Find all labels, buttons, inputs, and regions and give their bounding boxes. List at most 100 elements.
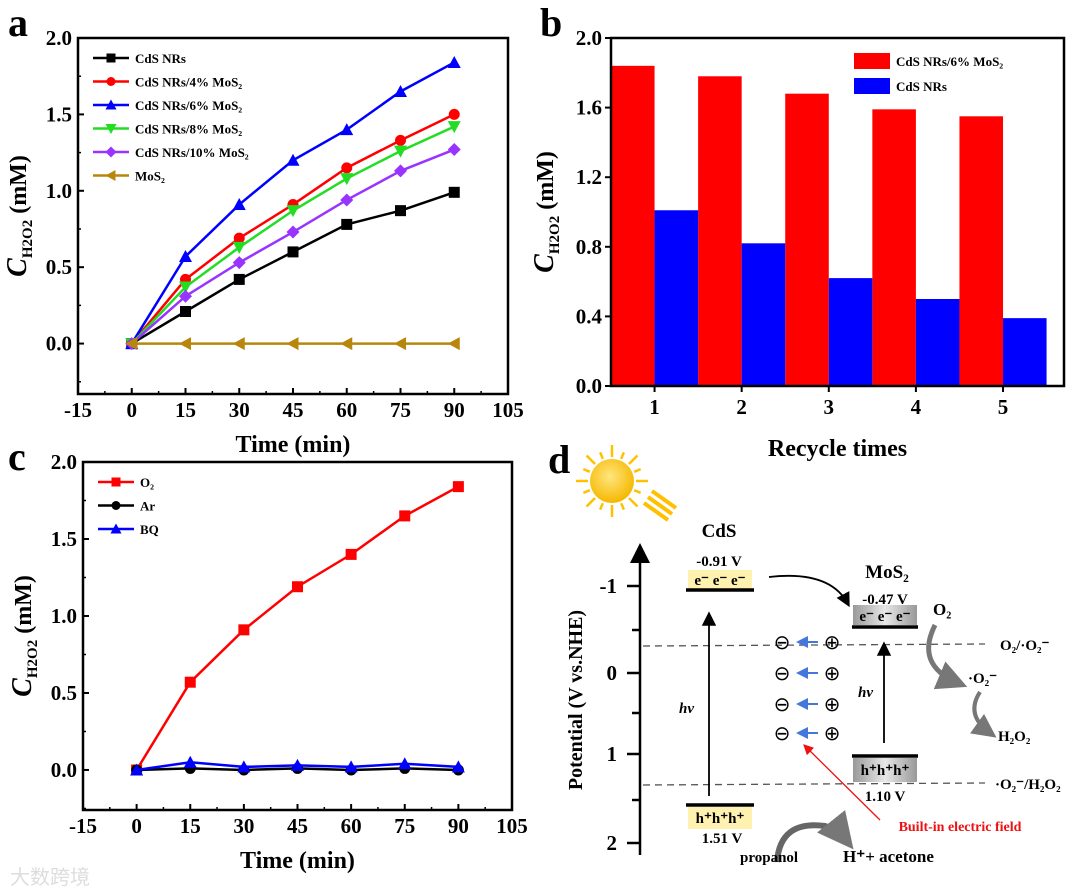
legend-entry: CdS NRs/10% MoS₂ xyxy=(93,145,249,160)
y-label-subscript: H2O2 xyxy=(547,216,563,254)
cds-vb-band xyxy=(688,807,752,829)
x-tick-label: 1 xyxy=(649,395,660,419)
y-tick-label: 0.0 xyxy=(51,758,77,782)
data-point-square xyxy=(341,218,353,230)
sun-ray xyxy=(585,454,596,465)
data-point-triangle-up xyxy=(398,757,412,770)
x-tick-label: 90 xyxy=(444,398,465,422)
cds-electrons: e⁻ e⁻ e⁻ xyxy=(694,573,745,589)
sun-ray xyxy=(620,502,626,511)
built-in-field-label: Built-in electric field xyxy=(899,820,1022,835)
legend-entry: MoS₂ xyxy=(93,169,165,184)
x-tick-label: 60 xyxy=(341,814,362,838)
h2o2-label: H₂O₂ xyxy=(998,729,1031,745)
mos2-cb-potential: -0.47 V xyxy=(862,592,908,608)
panel-label-d: d xyxy=(548,437,570,482)
cds-cb-potential: -0.91 V xyxy=(696,554,742,570)
data-point-triangle-down xyxy=(394,145,407,158)
x-tick-label: 3 xyxy=(824,395,835,419)
data-point-triangle-up xyxy=(237,760,251,773)
y-label-unit: (mM) xyxy=(6,155,32,220)
mos2-hv: hν xyxy=(858,685,873,701)
y-tick-label: 2.0 xyxy=(46,26,72,50)
cds-label: CdS xyxy=(702,521,737,542)
data-point-triangle-up xyxy=(110,523,122,534)
bar-cds xyxy=(1003,318,1047,386)
x-tick-label: -15 xyxy=(69,814,97,838)
series-3 xyxy=(125,121,461,351)
data-point-triangle-down xyxy=(447,121,461,134)
y-tick-label: 2.0 xyxy=(576,26,602,50)
legend-entry: CdS NRs/8% MoS₂ xyxy=(93,122,242,137)
y-tick-label: 0.0 xyxy=(46,332,72,356)
light-rays-icon xyxy=(642,489,678,522)
y-label-symbol: C xyxy=(7,678,38,697)
plot-frame xyxy=(81,460,514,812)
superoxide-label: ·O₂⁻ xyxy=(968,671,997,687)
x-axis-label: Time (min) xyxy=(240,848,355,874)
data-point-square xyxy=(184,676,196,688)
x-tick-label: 15 xyxy=(180,814,201,838)
x-tick-label: 30 xyxy=(229,398,250,422)
cds-cb-band xyxy=(688,570,752,589)
x-tick-label: 0 xyxy=(127,398,138,422)
data-point-square xyxy=(180,305,191,317)
y-tick-label: 0.5 xyxy=(46,255,72,279)
data-point-triangle-up xyxy=(232,198,246,211)
data-point-circle xyxy=(341,162,353,174)
y-tick-label: 1.0 xyxy=(51,604,77,628)
data-point-diamond xyxy=(394,164,407,178)
y-axis-label: CH2O2 (mM) xyxy=(529,151,563,273)
x-tick-label: 105 xyxy=(492,398,524,422)
x-tick-label: 45 xyxy=(283,398,304,422)
data-point-triangle-down xyxy=(286,205,300,218)
data-point-triangle-up xyxy=(179,249,192,262)
legend-entry: O₂ xyxy=(98,475,154,490)
data-point-triangle-down xyxy=(179,281,192,294)
propanol-oxidation-arrow xyxy=(774,810,854,863)
panel-a-chart: -15 0 15 30 45 60 75 90 105 0.0 0.5 1.0 1.5 2.0 Time (… xyxy=(2,26,524,458)
data-point-triangle-up xyxy=(344,760,358,773)
panel-label-c: c xyxy=(8,434,26,479)
data-point-triangle-up xyxy=(447,55,461,68)
x-tick-label: 45 xyxy=(287,814,308,838)
data-point-square xyxy=(233,273,245,285)
data-point-square xyxy=(399,510,411,522)
data-point-square xyxy=(292,581,303,593)
x-tick-label: 4 xyxy=(911,395,922,419)
data-point-diamond xyxy=(340,193,354,207)
data-point-square xyxy=(106,53,116,63)
data-point-diamond xyxy=(232,256,246,270)
data-point-triangle-left xyxy=(232,337,245,351)
y-label-symbol: C xyxy=(529,254,560,273)
panel-label-a: a xyxy=(8,0,28,45)
field-pointer-arrow xyxy=(803,744,881,821)
negative-charge: ⊖ xyxy=(774,661,791,685)
data-point-square xyxy=(287,246,299,258)
data-point-triangle-left xyxy=(394,337,406,351)
bar-composite xyxy=(698,76,742,386)
data-point-triangle-down xyxy=(340,173,354,186)
panel-label-b: b xyxy=(540,0,562,45)
legend-label: MoS₂ xyxy=(135,169,165,184)
legend-label: Ar xyxy=(140,499,155,514)
data-point-triangle-up xyxy=(451,760,465,773)
bar-composite xyxy=(785,93,829,387)
data-point-square xyxy=(111,477,121,487)
x-axis-label: Recycle times xyxy=(768,436,907,462)
mos2-vb-band xyxy=(853,758,917,782)
legend-entry: Ar xyxy=(98,499,155,514)
y-tick-label: 1.5 xyxy=(51,527,77,551)
sun-disc xyxy=(590,459,634,503)
bar-cds xyxy=(828,278,873,386)
data-point-circle xyxy=(106,77,116,86)
sun-ray xyxy=(582,489,591,495)
x-tick-label: 75 xyxy=(394,814,415,838)
bar-cds xyxy=(915,299,960,386)
h2o2-formation-arrow xyxy=(970,690,997,738)
legend-label: CdS NRs/6% MoS₂ xyxy=(135,98,242,113)
positive-charge: ⊕ xyxy=(824,721,841,745)
sun-icon xyxy=(576,445,648,517)
plot-frame xyxy=(609,36,1066,388)
